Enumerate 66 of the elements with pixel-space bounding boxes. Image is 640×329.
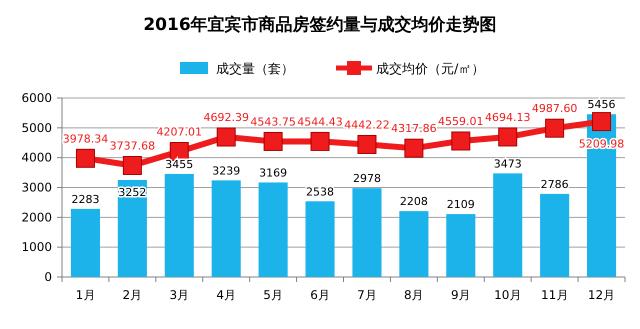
point — [451, 131, 470, 150]
point — [216, 128, 236, 147]
data-label: 2978 — [352, 172, 381, 186]
data-label: 4559.01 — [438, 114, 484, 128]
chart-title: 2016年宜宾市商品房签约量与成交均价走势图 — [143, 15, 497, 35]
x-tick-label: 12月 — [588, 288, 616, 302]
x-tick-label: 5月 — [263, 288, 283, 302]
x-tick-label: 4月 — [216, 288, 236, 302]
y-tick-label: 2000 — [21, 210, 52, 224]
data-label: 4692.39 — [203, 111, 249, 124]
point — [264, 132, 283, 151]
point — [592, 112, 612, 132]
bar — [493, 173, 522, 277]
data-label: 2283 — [71, 192, 100, 206]
data-label: 4544.43 — [297, 115, 343, 128]
data-label: 3978.34 — [62, 132, 108, 146]
x-tick-label: 7月 — [357, 288, 377, 302]
x-tick-label: 1月 — [76, 288, 96, 302]
legend-label: 成交量（套） — [216, 61, 294, 77]
x-tick-label: 2月 — [122, 288, 142, 302]
data-label: 4442.22 — [344, 118, 390, 132]
x-tick-label: 9月 — [450, 288, 471, 302]
data-label: 2109 — [446, 198, 475, 212]
data-label: 5456 — [588, 98, 616, 112]
x-tick-label: 8月 — [404, 288, 424, 302]
y-tick-label: 5000 — [21, 120, 52, 135]
bar — [258, 182, 288, 277]
data-label: 4317.86 — [391, 122, 437, 136]
point — [122, 156, 142, 175]
bar — [540, 194, 570, 277]
data-label: 3169 — [259, 166, 288, 180]
data-label: 2208 — [400, 195, 428, 208]
y-tick-label: 0 — [44, 270, 52, 284]
point — [404, 138, 424, 158]
data-label: 4694.13 — [484, 110, 530, 124]
data-label: 3473 — [494, 157, 522, 170]
x-tick-label: 10月 — [494, 288, 522, 302]
point — [357, 134, 376, 154]
data-label: 3455 — [165, 158, 194, 171]
data-label: 2786 — [540, 178, 569, 191]
bar — [399, 211, 428, 277]
data-label: 2538 — [306, 185, 334, 198]
legend-label: 成交均价（元/㎡） — [376, 61, 484, 77]
data-label: 3252 — [118, 186, 146, 199]
y-tick-label: 3000 — [21, 180, 52, 194]
bar — [352, 188, 382, 277]
bar — [164, 174, 194, 277]
point — [545, 118, 564, 138]
x-tick-label: 11月 — [540, 288, 568, 302]
bar — [70, 208, 100, 277]
data-label: 4207.01 — [156, 125, 202, 138]
y-tick-label: 4000 — [21, 150, 52, 165]
bar — [305, 201, 335, 277]
data-label: 3239 — [212, 164, 240, 178]
point — [310, 132, 330, 151]
y-tick-label: 1000 — [21, 240, 52, 254]
data-label: 4987.60 — [532, 102, 578, 116]
bar — [446, 214, 476, 277]
point — [76, 148, 95, 168]
x-tick-label: 6月 — [310, 288, 330, 302]
data-label: 3737.68 — [110, 139, 156, 152]
point — [498, 127, 518, 146]
y-tick-label: 6000 — [21, 91, 52, 105]
x-tick-label: 3月 — [169, 288, 190, 302]
bar — [212, 180, 241, 277]
data-label: 4543.75 — [250, 115, 296, 128]
